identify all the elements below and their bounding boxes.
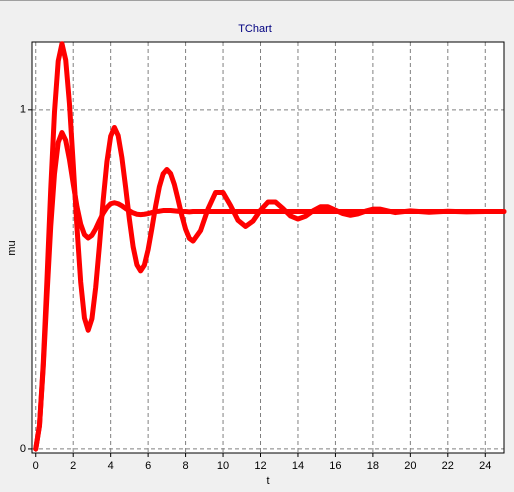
x-tick-label: 0 xyxy=(33,460,39,472)
x-tick-label: 12 xyxy=(254,460,266,472)
y-axis-label: mu xyxy=(6,240,18,255)
x-tick-label: 18 xyxy=(367,460,379,472)
x-tick-label: 14 xyxy=(292,460,304,472)
x-tick-label: 4 xyxy=(108,460,114,472)
chart-title: TChart xyxy=(238,23,272,35)
plot-area xyxy=(32,42,504,453)
data-line xyxy=(33,41,507,452)
x-tick-label: 10 xyxy=(217,460,229,472)
data-line xyxy=(33,130,507,452)
y-tick-label: 1 xyxy=(20,104,26,116)
x-tick-label: 8 xyxy=(183,460,189,472)
y-tick-label: 0 xyxy=(20,443,26,455)
x-tick-label: 6 xyxy=(145,460,151,472)
x-tick-label: 24 xyxy=(479,460,491,472)
x-axis-label: t xyxy=(266,475,269,487)
plot-frame xyxy=(31,41,505,454)
x-tick-label: 2 xyxy=(70,460,76,472)
x-tick-label: 16 xyxy=(329,460,341,472)
x-tick-label: 20 xyxy=(404,460,416,472)
x-tick-label: 22 xyxy=(442,460,454,472)
